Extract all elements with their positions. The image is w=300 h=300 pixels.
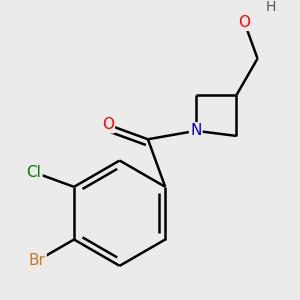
Text: H: H [266,0,276,14]
Text: Br: Br [29,253,46,268]
Text: Cl: Cl [27,165,41,180]
Text: O: O [238,15,250,30]
Text: O: O [102,117,114,132]
Text: N: N [190,123,202,138]
